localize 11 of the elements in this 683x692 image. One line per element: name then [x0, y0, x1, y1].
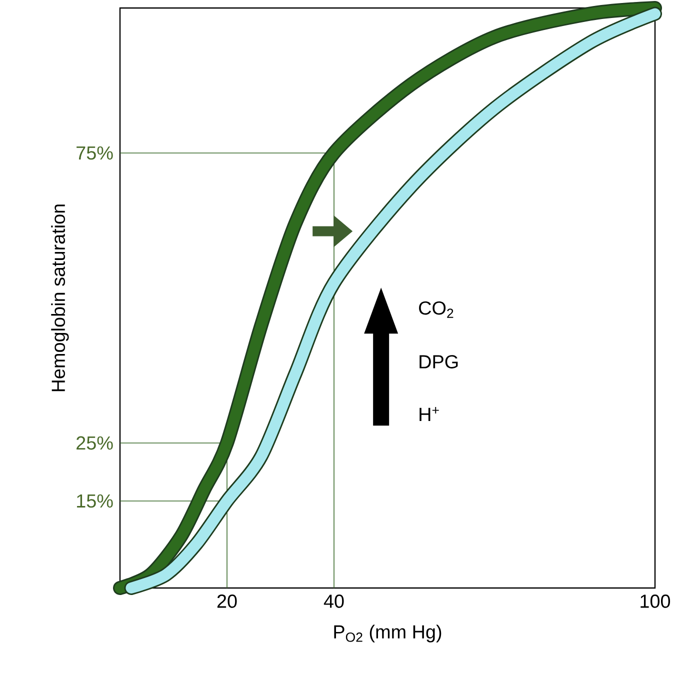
annotation: DPG — [420, 355, 458, 368]
x-tick-label: 40 — [324, 594, 344, 608]
annotation: H$^{+}$ — [420, 407, 439, 421]
annotation: CO$_{2}$ — [419, 301, 454, 318]
x-tick-label: 100 — [640, 594, 670, 608]
y-tick-label: 15% — [77, 494, 113, 508]
y-tick-label: 75% — [76, 146, 113, 160]
y-tick-label: 25% — [76, 436, 113, 450]
y-axis-title: Hemoglobin saturation — [51, 204, 69, 392]
x-tick-label: 20 — [217, 594, 237, 608]
x-axis-title: P$_{O2}$ (mm Hg) — [334, 624, 442, 642]
